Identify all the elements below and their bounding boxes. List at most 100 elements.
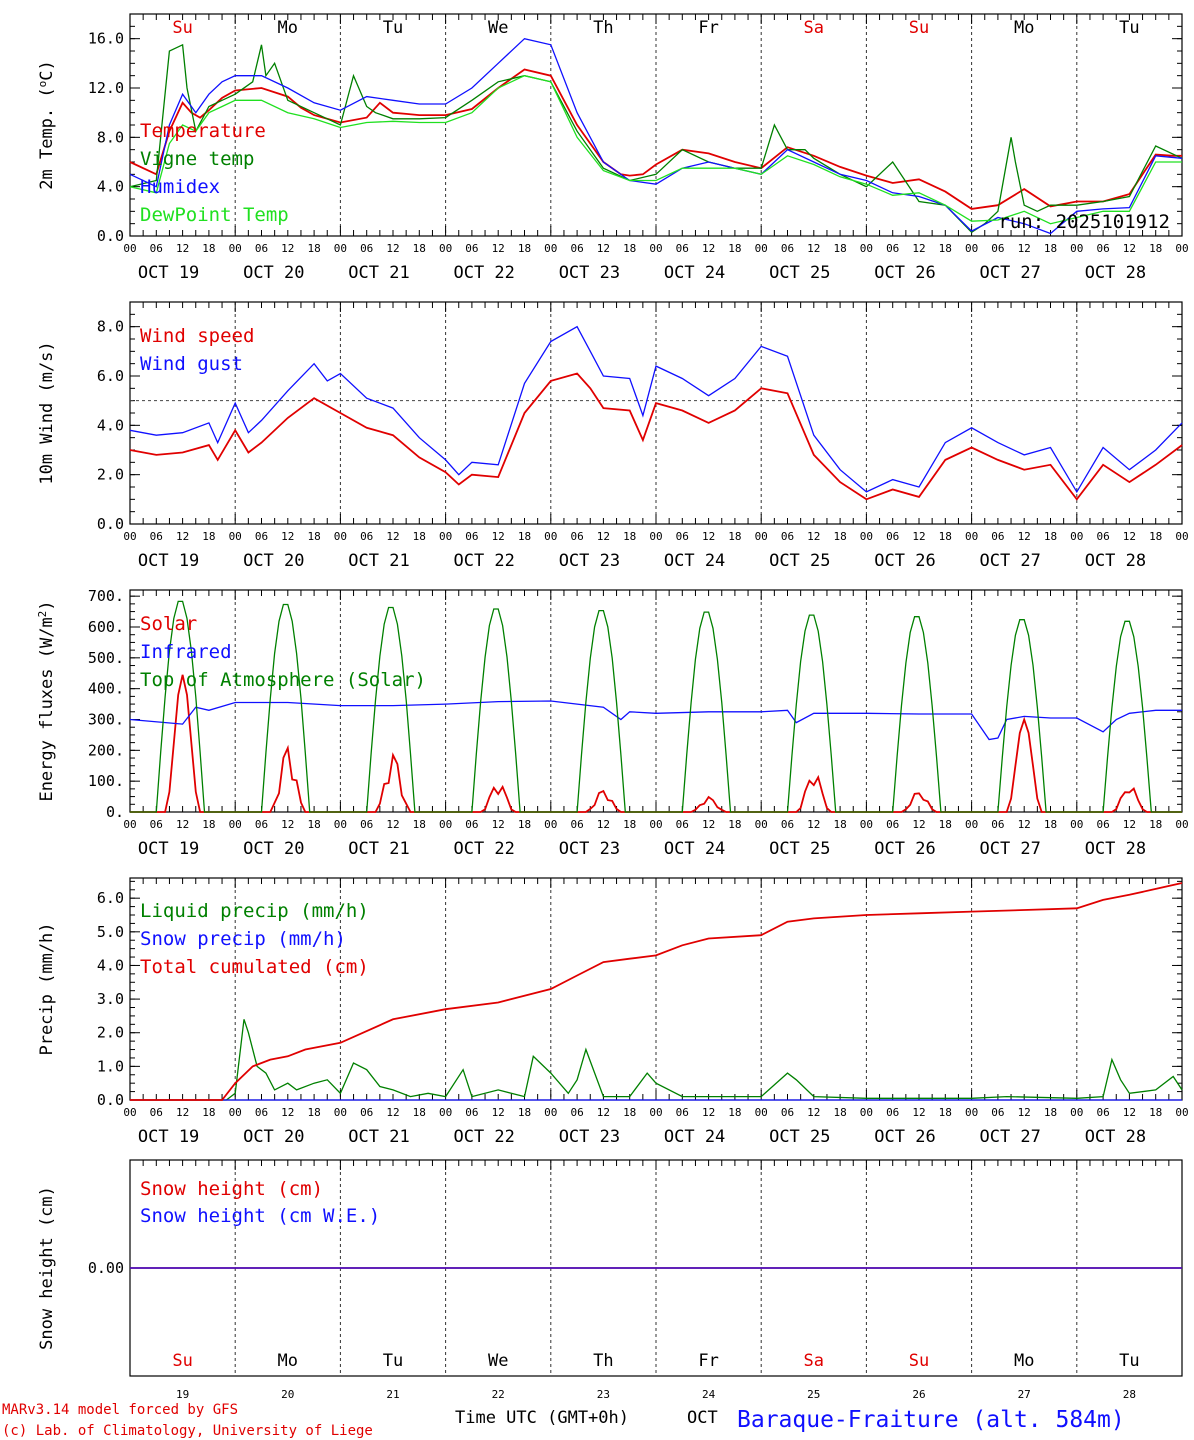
date-label: OCT 20 — [243, 263, 304, 283]
hour-label: 12 — [492, 530, 505, 543]
date-label: OCT 28 — [1085, 263, 1146, 283]
day-name: Mo — [1014, 18, 1034, 38]
hour-label: 18 — [1044, 1106, 1057, 1119]
hour-label: 06 — [1096, 242, 1109, 255]
y-tick-label: 16.0 — [88, 30, 124, 48]
hour-label: 18 — [623, 530, 636, 543]
hour-label: 18 — [202, 1106, 215, 1119]
y-tick-label: 0. — [106, 803, 124, 821]
hour-label: 00 — [1175, 1106, 1188, 1119]
day-name: Fr — [698, 18, 718, 38]
hour-label: 18 — [728, 818, 741, 831]
hour-label: 18 — [833, 818, 846, 831]
hour-label: 12 — [597, 818, 610, 831]
hour-label: 12 — [176, 242, 189, 255]
hour-label: 12 — [492, 242, 505, 255]
hour-label: 06 — [886, 1106, 899, 1119]
hour-label: 06 — [781, 242, 794, 255]
date-label: OCT 25 — [769, 263, 830, 283]
day-number: 26 — [912, 1388, 925, 1401]
hour-label: 00 — [439, 1106, 452, 1119]
hour-label: 12 — [281, 530, 294, 543]
date-label: OCT 21 — [348, 551, 409, 571]
hour-label: 12 — [597, 530, 610, 543]
hour-label: 00 — [439, 530, 452, 543]
hour-label: 12 — [386, 1106, 399, 1119]
hour-label: 18 — [307, 530, 320, 543]
hour-label: 18 — [518, 1106, 531, 1119]
date-label: OCT 22 — [453, 551, 514, 571]
hour-label: 18 — [728, 242, 741, 255]
day-number: 20 — [281, 1388, 294, 1401]
hour-label: 06 — [570, 1106, 583, 1119]
date-label: OCT 23 — [559, 1127, 620, 1147]
hour-label: 12 — [912, 1106, 925, 1119]
hour-label: 06 — [676, 1106, 689, 1119]
hour-label: 12 — [807, 530, 820, 543]
legend-entry: Snow height (cm W.E.) — [140, 1205, 380, 1227]
hour-label: 06 — [150, 242, 163, 255]
date-label: OCT 26 — [874, 551, 935, 571]
date-label: OCT 25 — [769, 551, 830, 571]
hour-label: 00 — [965, 530, 978, 543]
hour-label: 00 — [544, 818, 557, 831]
hour-label: 18 — [413, 530, 426, 543]
model-credit: MARv3.14 model forced by GFS — [2, 1402, 238, 1418]
hour-label: 12 — [1018, 530, 1031, 543]
hour-label: 00 — [229, 1106, 242, 1119]
hour-label: 18 — [623, 818, 636, 831]
hour-label: 12 — [702, 530, 715, 543]
legend-entry: Temperature — [140, 120, 266, 142]
hour-label: 18 — [939, 1106, 952, 1119]
hour-label: 12 — [492, 1106, 505, 1119]
legend-entry: Top of Atmosphere (Solar) — [140, 669, 426, 691]
hour-label: 06 — [360, 1106, 373, 1119]
hour-label: 00 — [755, 1106, 768, 1119]
date-label: OCT 21 — [348, 263, 409, 283]
hour-label: 00 — [334, 530, 347, 543]
panel-0: 0.0 4.0 8.0 12.0 16.0 2m Temp. (oC) Temperatur… — [36, 13, 1189, 283]
date-label: OCT 28 — [1085, 1127, 1146, 1147]
date-label: OCT 27 — [979, 1127, 1040, 1147]
hour-label: 12 — [386, 818, 399, 831]
y-axis-title: Energy fluxes (W/m2) — [36, 600, 58, 801]
hour-label: 12 — [1123, 818, 1136, 831]
hour-label: 18 — [623, 242, 636, 255]
hour-label: 00 — [649, 818, 662, 831]
hour-label: 18 — [939, 818, 952, 831]
hour-label: 12 — [492, 818, 505, 831]
hour-label: 00 — [649, 242, 662, 255]
hour-label: 00 — [649, 530, 662, 543]
hour-label: 18 — [833, 1106, 846, 1119]
date-label: OCT 25 — [769, 839, 830, 859]
month-label: OCT — [687, 1408, 718, 1428]
hour-label: 18 — [1149, 818, 1162, 831]
hour-label: 06 — [886, 242, 899, 255]
hour-label: 12 — [281, 1106, 294, 1119]
date-label: OCT 19 — [138, 263, 199, 283]
hour-label: 18 — [202, 530, 215, 543]
y-tick-label: 600. — [88, 618, 124, 636]
y-axis-title: Precip (mm/h) — [37, 922, 57, 1055]
day-name: Th — [593, 18, 613, 38]
day-number: 21 — [386, 1388, 399, 1401]
y-tick-label: 0.00 — [88, 1259, 124, 1277]
legend-entry: Wind gust — [140, 353, 243, 375]
hour-label: 18 — [307, 242, 320, 255]
day-name: Fr — [698, 1351, 718, 1371]
hour-label: 06 — [150, 1106, 163, 1119]
hour-label: 18 — [728, 530, 741, 543]
y-tick-label: 12.0 — [88, 79, 124, 97]
hour-label: 06 — [781, 530, 794, 543]
date-label: OCT 23 — [559, 839, 620, 859]
hour-label: 00 — [544, 530, 557, 543]
hour-label: 00 — [334, 242, 347, 255]
y-tick-label: 0.0 — [97, 1091, 124, 1109]
hour-label: 18 — [202, 818, 215, 831]
hour-label: 00 — [544, 242, 557, 255]
hour-label: 12 — [702, 242, 715, 255]
date-label: OCT 23 — [559, 263, 620, 283]
hour-label: 00 — [1070, 818, 1083, 831]
hour-label: 18 — [1149, 530, 1162, 543]
